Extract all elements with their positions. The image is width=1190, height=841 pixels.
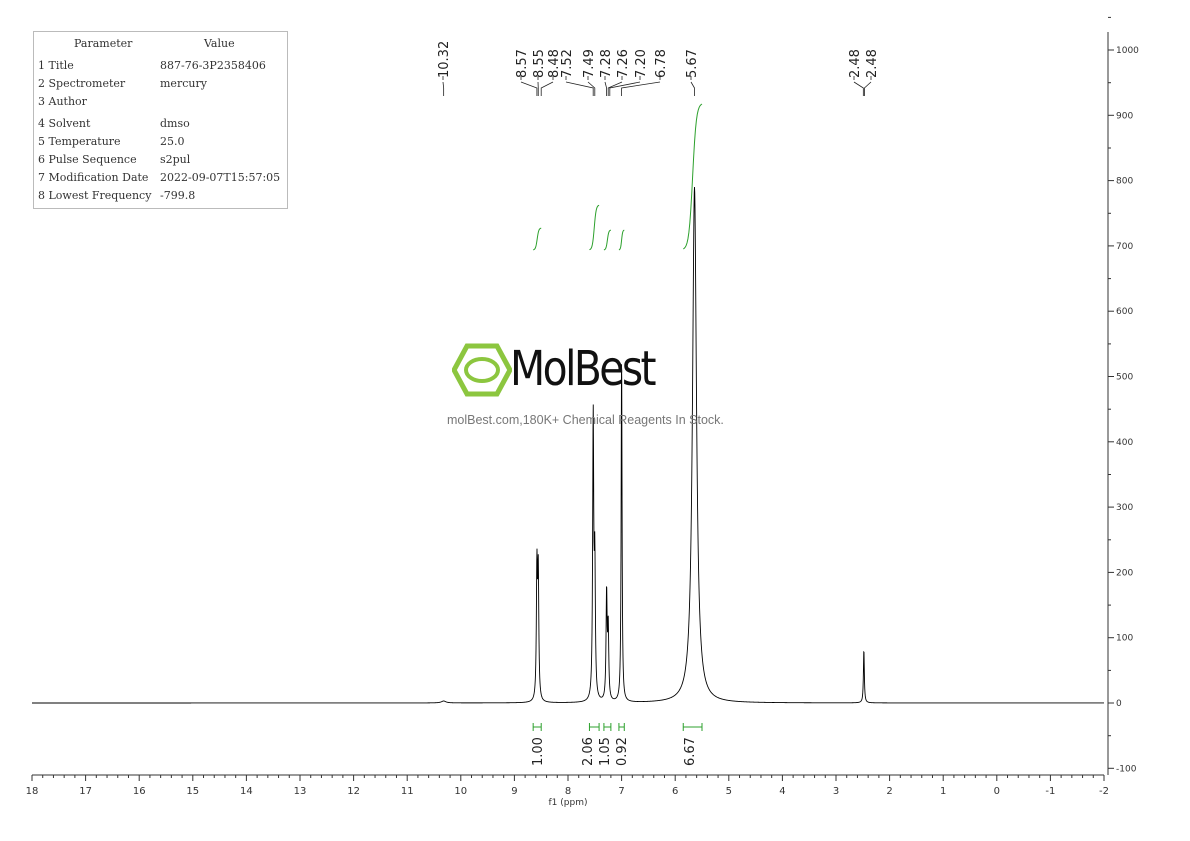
param-value: 887-76-3P2358406	[160, 59, 266, 72]
y-tick-label: 400	[1116, 438, 1133, 448]
param-name: 5 Temperature	[38, 135, 121, 148]
x-tick-label: 2	[886, 786, 892, 797]
peak-label: 7.52	[560, 49, 575, 78]
integral-value: 1.00	[531, 737, 546, 766]
y-tick-label: 0	[1116, 699, 1122, 709]
peak-label: 2.48	[865, 49, 880, 78]
param-value: mercury	[160, 77, 207, 90]
peak-label: 6.78	[654, 49, 669, 78]
peak-label-connector	[540, 76, 554, 96]
integral-curve	[603, 229, 611, 251]
peak-label: 8.57	[515, 49, 530, 78]
molbest-logo-icon	[452, 343, 512, 397]
x-tick-label: 18	[26, 786, 39, 797]
integral-curve	[618, 229, 625, 251]
integral-curve	[533, 227, 542, 251]
watermark: MolBest molBest.com,180K+ Chemical Reage…	[447, 341, 752, 433]
x-tick-label: 7	[618, 786, 624, 797]
param-name: 2 Spectrometer	[38, 77, 126, 90]
x-tick-label: 4	[779, 786, 785, 797]
param-name: 6 Pulse Sequence	[38, 153, 137, 166]
param-name: 1 Title	[38, 59, 74, 72]
peak-label-connector	[607, 76, 623, 96]
peak-label-connector	[604, 76, 607, 96]
param-name: 4 Solvent	[38, 117, 91, 130]
y-tick-label: 500	[1116, 373, 1133, 383]
peak-label-connector	[520, 76, 538, 96]
integral-value: 2.06	[581, 737, 596, 766]
param-name: 8 Lowest Frequency	[38, 189, 152, 202]
y-tick-label: 200	[1116, 568, 1133, 578]
x-axis-label: f1 (ppm)	[549, 798, 588, 808]
x-tick-label: 17	[79, 786, 92, 797]
x-tick-label: -1	[1045, 786, 1055, 797]
peak-label-connector	[587, 76, 596, 96]
peak-label-connector	[853, 76, 864, 96]
x-tick-label: 12	[347, 786, 360, 797]
param-name: 7 Modification Date	[38, 171, 149, 184]
x-tick-label: 9	[511, 786, 517, 797]
peak-label: 10.32	[437, 41, 452, 78]
peak-label: 7.26	[616, 49, 631, 78]
peak-label-connector	[609, 76, 641, 96]
y-tick-label: 1000	[1116, 46, 1139, 56]
y-tick-label: -100	[1116, 764, 1137, 774]
peak-label: 8.48	[547, 49, 562, 78]
x-tick-label: 13	[294, 786, 307, 797]
x-tick-label: 11	[401, 786, 414, 797]
x-tick-label: 15	[186, 786, 199, 797]
x-tick-label: 16	[133, 786, 146, 797]
x-tick-label: 3	[833, 786, 839, 797]
peak-label: 7.20	[634, 49, 649, 78]
x-tick-label: 10	[454, 786, 467, 797]
param-value: dmso	[160, 117, 190, 130]
peak-label-connector	[621, 76, 661, 96]
y-tick-label: 700	[1116, 242, 1133, 252]
param-header: Parameter	[74, 37, 133, 50]
param-value: 2022-09-07T15:57:05	[160, 171, 281, 184]
parameter-table: Parameter Value 1 Title 887-76-3P2358406 2…	[33, 31, 288, 209]
peak-label-connector	[565, 76, 594, 96]
param-value: 25.0	[160, 135, 185, 148]
x-tick-label: 8	[565, 786, 571, 797]
param-value: s2pul	[160, 153, 191, 166]
peak-label: 7.28	[599, 49, 614, 78]
integral-value: 1.05	[598, 737, 613, 766]
integral-curve	[682, 103, 703, 250]
peak-label-connector	[864, 76, 872, 96]
peak-label: 5.67	[685, 49, 700, 78]
y-tick-label: 100	[1116, 634, 1133, 644]
peak-label: 8.55	[532, 49, 547, 78]
integral-curve	[589, 204, 600, 251]
watermark-tagline: molBest.com,180K+ Chemical Reagents In S…	[447, 413, 724, 427]
y-tick-label: 600	[1116, 307, 1133, 317]
peak-label-connector	[690, 76, 695, 96]
y-tick-label: 300	[1116, 503, 1133, 513]
y-tick-label: 900	[1116, 111, 1133, 121]
peak-label: 7.49	[582, 49, 597, 78]
x-tick-label: 6	[672, 786, 678, 797]
x-tick-label: 5	[726, 786, 732, 797]
peak-label: 2.48	[848, 49, 863, 78]
param-name: 3 Author	[38, 95, 87, 108]
spectrum-line	[32, 187, 1104, 704]
x-tick-label: 0	[994, 786, 1000, 797]
integral-value: 0.92	[615, 737, 630, 766]
peak-label-connector	[442, 76, 445, 96]
value-header: Value	[204, 37, 235, 50]
x-tick-label: 1	[940, 786, 946, 797]
param-value: -799.8	[160, 189, 196, 202]
x-tick-label: 14	[240, 786, 253, 797]
integral-value: 6.67	[683, 737, 698, 766]
watermark-brand: MolBest	[510, 341, 657, 397]
y-tick-label: 800	[1116, 177, 1133, 187]
x-tick-label: -2	[1099, 786, 1109, 797]
